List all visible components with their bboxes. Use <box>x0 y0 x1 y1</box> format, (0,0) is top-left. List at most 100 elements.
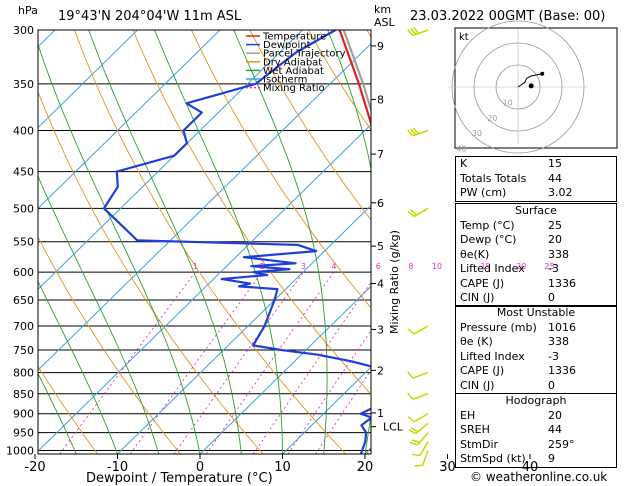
pressure-tick-label: 500 <box>13 202 34 215</box>
stats-row: K 15 <box>456 157 616 172</box>
pressure-tick-label: 900 <box>13 408 34 421</box>
mixing-ratio-axis-label: Mixing Ratio (g/kg) <box>388 230 401 334</box>
legend-entry: Isotherm <box>263 75 307 86</box>
wind-barb-feather <box>412 127 420 135</box>
wet-adiabat-line <box>406 30 448 454</box>
stats-row: θe(K) 338 <box>456 248 616 263</box>
mixing-ratio-line <box>59 271 196 454</box>
mixing-ratio-label: 20 <box>516 262 526 271</box>
wind-barb-feather <box>407 328 415 335</box>
stats-value: 1336 <box>548 276 576 290</box>
km-tick-label: 9 <box>377 40 384 53</box>
isotherm-line <box>199 285 371 454</box>
stats-row: Totals Totals 44 <box>456 172 616 187</box>
mixing-ratio-line <box>173 271 304 454</box>
wind-barb-feather <box>410 427 419 433</box>
pressure-tick-label: 400 <box>13 124 34 137</box>
mixing-ratio-label: 4 <box>331 262 336 271</box>
stats-label: Dewp (°C) <box>460 233 517 246</box>
wet-adiabat-line <box>88 30 242 454</box>
stats-label: K <box>460 157 468 170</box>
stats-row: StmSpd (kt) 9 <box>456 452 616 467</box>
legend-entry: Mixing Ratio <box>263 83 325 94</box>
stats-panel-hodograph: Hodograph EH 20 SREH 44 StmDir 259° StmSpd (kt)… <box>455 393 617 468</box>
km-tick-label: 1 <box>377 407 384 420</box>
pressure-tick-label: 600 <box>13 266 34 279</box>
pressure-tick-label: 550 <box>13 236 34 249</box>
wet-adiabat-line <box>38 43 201 454</box>
stats-label: Lifted Index <box>460 262 525 275</box>
pressure-tick-label: 350 <box>13 78 34 91</box>
temperature-tick-label: 40 <box>522 460 539 475</box>
dewpoint-line <box>102 30 371 454</box>
hodograph-ring-label: 10 <box>503 98 513 107</box>
hodograph-trace <box>517 73 543 88</box>
stats-row: Dewp (°C) 20 <box>456 233 616 248</box>
pressure-tick-label: 450 <box>13 166 34 179</box>
stats-panel-surface: Surface Temp (°C) 25 Dewp (°C) 20 θe(K) 338 Lif… <box>455 203 617 307</box>
wind-barb-feather <box>409 128 417 136</box>
mixing-ratio-label: 3 <box>301 262 306 271</box>
dry-adiabat-line <box>38 365 98 454</box>
dry-adiabat-line <box>38 90 264 454</box>
isotherm-line <box>38 30 221 210</box>
stats-row: Pressure (mb) 1016 <box>456 321 616 336</box>
mixing-ratio-line <box>205 271 335 454</box>
stats-label: θe (K) <box>460 335 493 348</box>
km-unit: km <box>374 3 391 16</box>
stats-value: 259° <box>548 437 575 451</box>
legend-entry: Temperature <box>262 32 326 43</box>
km-tick-label: LCL <box>383 421 404 434</box>
temperature-tick-label: 20 <box>357 460 374 475</box>
stats-value: 15 <box>548 157 562 170</box>
wind-barb <box>421 450 429 466</box>
asl-unit: ASL <box>374 16 396 29</box>
km-tick-label: 6 <box>377 197 384 210</box>
km-tick-label: 2 <box>377 364 384 377</box>
wind-barb-feather <box>407 129 414 137</box>
stats-value: -3 <box>548 262 559 275</box>
stats-row: CAPE (J) 1336 <box>456 277 616 292</box>
stats-label: Lifted Index <box>460 349 525 363</box>
stats-section-title: Hodograph <box>505 394 567 407</box>
unit-hpa: hPa <box>18 4 38 17</box>
wind-barb-feather <box>407 210 415 218</box>
dry-adiabat-line <box>132 30 371 395</box>
legend-entry: Parcel Trajectory <box>263 49 346 60</box>
mixing-ratio-label: 8 <box>408 262 413 271</box>
x-axis-label: Dewpoint / Temperature (°C) <box>86 471 273 486</box>
stats-label: CIN (J) <box>460 378 495 392</box>
stats-section-title: Most Unstable <box>496 306 576 319</box>
stats-label: θe(K) <box>460 247 490 261</box>
stats-label: CIN (J) <box>460 291 495 304</box>
isotherm-line <box>38 123 371 452</box>
storm-motion-marker <box>528 83 534 89</box>
plot-frame <box>37 29 372 455</box>
stats-label: CAPE (J) <box>460 364 505 377</box>
stats-row: CAPE (J) 1336 <box>456 364 616 379</box>
stats-value: 9 <box>548 452 555 465</box>
stats-label: Pressure (mb) <box>460 320 537 334</box>
hodograph-unit: kt <box>459 32 469 43</box>
stats-value: 338 <box>548 247 569 261</box>
temperature-tick-label: -10 <box>107 460 128 475</box>
mixing-ratio-label: 15 <box>480 262 490 271</box>
legend-entry: Dewpoint <box>263 40 311 51</box>
pressure-tick-label: 300 <box>13 24 34 37</box>
legend-entry: Wet Adiabat <box>263 66 324 77</box>
stats-panel-unstable: Most Unstable Pressure (mb) 1016 θe (K) 338 L… <box>455 305 617 394</box>
stats-row: CIN (J) 0 <box>456 379 616 394</box>
pressure-tick-label: 950 <box>13 427 34 440</box>
wind-barb <box>412 371 429 379</box>
stats-label: StmSpd (kt) <box>460 452 526 465</box>
stats-value: 338 <box>548 335 569 348</box>
stats-value: 1016 <box>548 320 576 334</box>
wind-barb <box>419 441 429 456</box>
mixing-ratio-label: 1 <box>193 262 198 271</box>
copyright-footer: © weatheronline.co.uk <box>470 470 608 484</box>
wet-adiabat-line <box>38 372 77 454</box>
wind-barb-feather <box>411 439 420 444</box>
stats-row: CIN (J) 0 <box>456 291 616 306</box>
wind-barb-feather <box>407 28 414 36</box>
